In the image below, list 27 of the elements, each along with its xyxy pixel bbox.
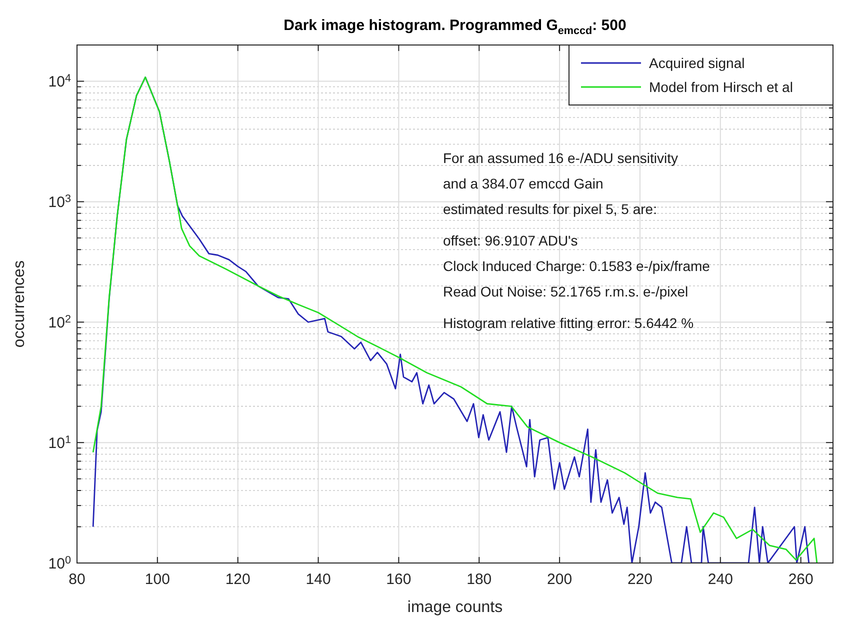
- x-tick-label: 240: [708, 571, 733, 588]
- legend-label: Acquired signal: [649, 54, 745, 71]
- y-axis-title: occurrences: [11, 260, 28, 348]
- annotation: Histogram relative fitting error: 5.6442 %: [443, 315, 694, 331]
- x-tick-label: 260: [788, 571, 814, 588]
- x-tick-label: 180: [466, 571, 492, 588]
- x-tick-label: 140: [306, 571, 331, 588]
- x-tick-label: 120: [225, 571, 250, 588]
- y-tick-label: 10$^{3}$: [48, 193, 71, 211]
- annotation: and a 384.07 emccd Gain: [443, 176, 604, 192]
- y-tick-label: 10$^{2}$: [48, 313, 71, 332]
- annotation: For an assumed 16 e-/ADU sensitivity: [443, 150, 678, 166]
- annotation: Read Out Noise: 52.1765 r.m.s. e-/pixel: [443, 284, 688, 300]
- x-tick-label: 160: [386, 571, 412, 588]
- x-tick-label: 220: [627, 571, 652, 588]
- chart-title: Dark image histogram. Programmed G$_{emccd}$: 500: [284, 17, 626, 37]
- x-tick-label: 80: [68, 571, 86, 588]
- x-tick-label: 100: [144, 571, 170, 588]
- y-tick-label: 10$^{0}$: [48, 554, 71, 572]
- x-axis-title: image counts: [407, 599, 503, 616]
- annotation: estimated results for pixel 5, 5 are:: [443, 201, 657, 217]
- legend-label: Model from Hirsch et al: [649, 78, 793, 95]
- annotation: offset: 96.9107 ADU's: [443, 232, 578, 248]
- x-tick-label: 200: [547, 571, 572, 588]
- y-tick-label: 10$^{1}$: [48, 434, 71, 452]
- annotation: Clock Induced Charge: 0.1583 e-/pix/frame: [443, 258, 710, 274]
- y-tick-label: 10$^{4}$: [48, 72, 71, 91]
